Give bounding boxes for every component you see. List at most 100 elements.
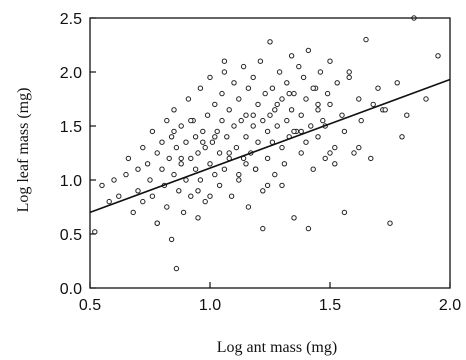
data-point <box>226 107 232 113</box>
data-point <box>356 96 362 102</box>
data-point <box>250 112 256 118</box>
data-point <box>281 161 288 167</box>
data-point <box>183 139 189 145</box>
data-point <box>207 161 213 167</box>
data-point <box>226 150 232 156</box>
data-point <box>260 188 266 194</box>
x-tick-labels: 0.5 1.0 1.5 2.0 <box>79 297 461 314</box>
data-point <box>192 134 199 140</box>
data-point <box>288 53 295 59</box>
data-point <box>305 225 312 232</box>
axis-ticks <box>89 17 451 289</box>
data-point <box>332 161 338 167</box>
data-point <box>269 85 276 91</box>
data-point <box>286 90 292 97</box>
data-point <box>219 117 225 124</box>
data-point <box>298 150 304 156</box>
data-point <box>255 139 261 145</box>
data-point <box>188 155 194 162</box>
data-point <box>195 150 201 156</box>
data-point <box>272 107 278 113</box>
data-point <box>279 182 285 189</box>
data-point <box>154 150 160 156</box>
data-point <box>221 58 228 64</box>
data-point <box>284 80 290 86</box>
data-point <box>358 117 364 124</box>
data-point <box>291 90 297 97</box>
data-point <box>221 69 228 75</box>
data-point <box>351 150 357 156</box>
data-point <box>315 101 321 108</box>
data-point <box>264 182 271 189</box>
data-point <box>250 123 256 129</box>
data-point <box>308 123 314 129</box>
data-point <box>236 177 242 183</box>
y-tick-label: 2.0 <box>60 65 82 82</box>
data-point <box>197 177 204 183</box>
data-point <box>214 128 220 135</box>
data-point <box>92 229 98 235</box>
regression-line <box>89 78 451 214</box>
data-point <box>216 182 223 189</box>
x-tick-label: 1.0 <box>199 297 221 314</box>
data-point <box>166 155 172 162</box>
data-point <box>231 80 237 86</box>
data-point <box>288 107 295 113</box>
data-point <box>228 193 235 199</box>
plot-area-frame <box>89 17 451 289</box>
data-point <box>243 161 249 167</box>
data-point <box>243 134 249 140</box>
data-point <box>399 134 405 140</box>
data-point <box>339 112 345 118</box>
data-point <box>291 215 297 221</box>
data-point <box>202 144 208 151</box>
data-point <box>320 117 326 124</box>
data-point <box>298 112 304 118</box>
data-point <box>243 112 249 118</box>
data-point <box>238 117 244 124</box>
data-point <box>135 166 141 172</box>
data-point <box>262 90 268 97</box>
data-point <box>332 144 338 151</box>
data-point <box>296 63 302 70</box>
data-point <box>164 117 170 124</box>
data-point <box>171 171 177 178</box>
data-point <box>274 101 280 108</box>
data-point <box>240 63 247 70</box>
data-point <box>264 128 271 135</box>
data-point <box>394 80 400 86</box>
data-point <box>164 204 170 210</box>
data-point <box>370 101 376 108</box>
data-point <box>341 128 348 135</box>
data-point <box>188 193 194 199</box>
data-point <box>315 134 321 140</box>
data-point <box>159 139 165 145</box>
data-point <box>264 155 271 162</box>
data-point <box>106 198 112 205</box>
data-point <box>346 69 352 75</box>
x-tick-label: 1.5 <box>319 297 341 314</box>
data-point <box>404 112 410 118</box>
data-point <box>209 139 216 145</box>
data-point <box>315 107 321 113</box>
data-point <box>267 39 273 45</box>
data-point <box>192 166 199 172</box>
data-point <box>111 177 117 183</box>
data-point <box>168 236 175 243</box>
data-point <box>363 36 369 43</box>
data-point <box>171 128 177 135</box>
data-point <box>300 74 307 81</box>
data-point <box>195 215 201 221</box>
data-point <box>202 198 208 205</box>
y-axis-title: Log leaf mass (mg) <box>15 88 32 213</box>
data-point <box>219 90 225 97</box>
data-point <box>245 204 252 210</box>
data-point <box>279 96 285 102</box>
data-point <box>279 144 285 151</box>
data-point <box>260 117 266 124</box>
data-point <box>252 166 259 172</box>
data-point <box>144 161 151 167</box>
data-point <box>236 96 242 102</box>
data-point <box>125 155 132 162</box>
